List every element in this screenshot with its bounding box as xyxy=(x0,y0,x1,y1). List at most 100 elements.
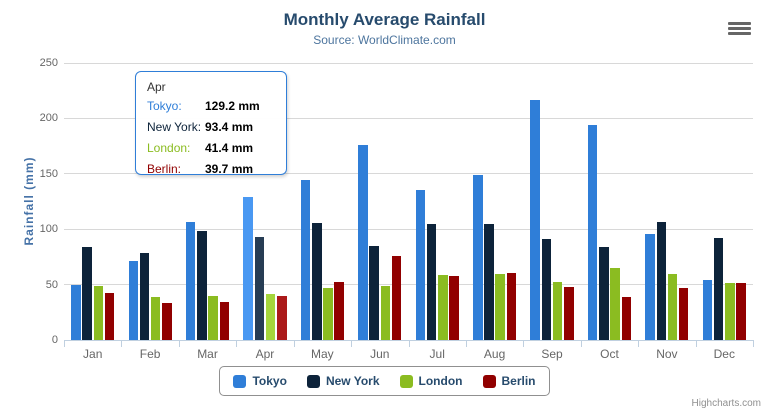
column-berlin-may[interactable] xyxy=(334,281,344,340)
x-axis-line xyxy=(64,340,754,341)
tooltip-header: Apr xyxy=(147,80,166,94)
column-london-jun[interactable] xyxy=(380,286,391,340)
x-axis-tick xyxy=(753,341,754,347)
column-new-york-nov[interactable] xyxy=(656,221,667,340)
x-axis-label-mar: Mar xyxy=(197,347,218,361)
column-berlin-nov[interactable] xyxy=(678,288,689,340)
column-berlin-sep[interactable] xyxy=(564,287,574,340)
column-tokyo-aug[interactable] xyxy=(473,175,483,340)
column-new-york-jul[interactable] xyxy=(426,223,437,340)
legend-swatch-icon xyxy=(399,374,413,388)
column-new-york-aug[interactable] xyxy=(484,224,494,340)
tooltip-series-value: 129.2 mm xyxy=(205,99,260,113)
column-new-york-may[interactable] xyxy=(312,222,322,340)
column-tokyo-oct[interactable] xyxy=(587,124,598,340)
column-tokyo-nov[interactable] xyxy=(645,234,655,340)
tooltip: Apr Tokyo: 129.2 mm New York: 93.4 mm London… xyxy=(135,71,287,176)
legend-item-label: Tokyo xyxy=(252,374,287,388)
column-new-york-jun[interactable] xyxy=(369,246,379,340)
y-gridline xyxy=(64,284,753,286)
column-tokyo-sep[interactable] xyxy=(530,100,540,340)
chart-subtitle: Source: WorldClimate.com xyxy=(313,33,456,47)
y-axis-tick-label: 0 xyxy=(51,334,58,346)
column-tokyo-apr[interactable] xyxy=(243,196,253,340)
column-new-york-feb[interactable] xyxy=(139,252,150,340)
column-new-york-oct[interactable] xyxy=(599,247,609,340)
tooltip-series-label: London: xyxy=(147,141,191,155)
y-axis-tick-label: 150 xyxy=(39,167,58,180)
column-berlin-jul[interactable] xyxy=(449,276,459,340)
column-tokyo-mar[interactable] xyxy=(185,222,196,340)
chart-title: Monthly Average Rainfall xyxy=(283,10,486,29)
column-berlin-aug[interactable] xyxy=(506,273,517,340)
y-gridline xyxy=(64,228,753,230)
hamburger-icon xyxy=(728,27,751,30)
legend-item-label: London xyxy=(418,374,463,388)
column-london-dec[interactable] xyxy=(725,283,735,340)
column-london-aug[interactable] xyxy=(495,273,505,340)
legend-swatch-icon xyxy=(233,374,247,388)
column-berlin-jan[interactable] xyxy=(104,293,115,340)
column-berlin-mar[interactable] xyxy=(219,301,230,340)
x-axis-tick xyxy=(64,341,65,347)
column-berlin-oct[interactable] xyxy=(621,296,631,340)
column-new-york-dec[interactable] xyxy=(713,237,724,340)
x-axis-tick xyxy=(178,341,180,347)
column-london-jul[interactable] xyxy=(438,274,448,340)
column-tokyo-jul[interactable] xyxy=(415,189,426,340)
legend-item-london[interactable]: London xyxy=(399,374,463,388)
column-london-oct[interactable] xyxy=(610,267,620,340)
legend-item-label: New York xyxy=(325,374,380,388)
column-new-york-sep[interactable] xyxy=(541,238,552,340)
x-axis-label-jan: Jan xyxy=(83,347,103,361)
tooltip-series-value: 41.4 mm xyxy=(205,141,254,155)
column-new-york-jan[interactable] xyxy=(82,247,92,340)
tooltip-series-label: Tokyo: xyxy=(147,99,182,113)
column-london-feb[interactable] xyxy=(150,297,161,340)
tooltip-row-tokyo: Tokyo: 129.2 mm xyxy=(147,96,275,117)
column-berlin-jun[interactable] xyxy=(391,256,402,340)
tooltip-series-value: 39.7 mm xyxy=(205,162,254,176)
x-axis-tick xyxy=(351,341,353,347)
column-tokyo-may[interactable] xyxy=(300,180,311,340)
column-berlin-apr[interactable] xyxy=(277,296,287,340)
column-london-jan[interactable] xyxy=(93,285,104,340)
tooltip-series-value: 93.4 mm xyxy=(205,120,254,134)
y-gridline xyxy=(64,62,753,64)
x-axis-tick xyxy=(465,341,467,347)
y-axis-tick-label: 100 xyxy=(39,223,58,236)
column-london-sep[interactable] xyxy=(552,281,563,340)
column-tokyo-feb[interactable] xyxy=(128,260,139,340)
x-axis-tick xyxy=(638,341,640,347)
credits-link[interactable]: Highcharts.com xyxy=(691,398,761,409)
legend-item-new-york[interactable]: New York xyxy=(306,374,380,388)
x-axis-tick xyxy=(121,341,123,347)
tooltip-row-new-york: New York: 93.4 mm xyxy=(147,117,275,138)
column-london-may[interactable] xyxy=(323,287,333,340)
tooltip-row-berlin: Berlin: 39.7 mm xyxy=(147,159,275,180)
column-berlin-feb[interactable] xyxy=(162,303,172,340)
column-london-apr[interactable] xyxy=(265,294,276,340)
hamburger-icon xyxy=(728,22,751,25)
y-axis-tick-label: 250 xyxy=(39,57,58,69)
export-menu-button[interactable] xyxy=(726,18,753,38)
legend-item-berlin[interactable]: Berlin xyxy=(482,374,536,388)
y-gridline xyxy=(64,117,753,119)
column-tokyo-jun[interactable] xyxy=(358,144,368,340)
x-axis-tick xyxy=(236,341,238,347)
x-axis-tick xyxy=(408,341,410,347)
x-axis-tick xyxy=(523,341,525,347)
column-new-york-mar[interactable] xyxy=(197,230,207,340)
x-axis-label-jul: Jul xyxy=(429,347,445,361)
y-axis-tick-label: 200 xyxy=(39,112,58,125)
legend-item-tokyo[interactable]: Tokyo xyxy=(233,374,287,388)
column-london-mar[interactable] xyxy=(208,296,218,340)
column-tokyo-jan[interactable] xyxy=(71,284,81,340)
x-axis-tick xyxy=(580,341,582,347)
column-new-york-apr[interactable] xyxy=(254,236,265,340)
column-tokyo-dec[interactable] xyxy=(702,279,713,340)
x-axis-label-sep: Sep xyxy=(541,347,563,361)
column-london-nov[interactable] xyxy=(667,274,678,340)
column-berlin-dec[interactable] xyxy=(736,283,746,340)
